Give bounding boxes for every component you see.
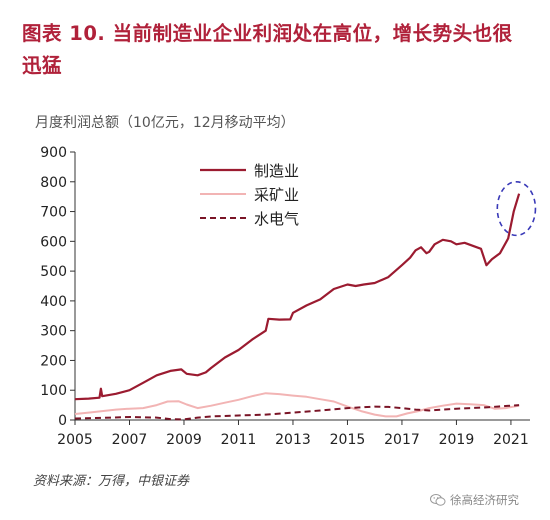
- y-tick-label: 800: [40, 175, 67, 191]
- legend-label-3: 水电气: [254, 210, 299, 228]
- wechat-icon: [430, 494, 446, 506]
- source-note: 资料来源：万得，中银证券: [33, 474, 190, 489]
- x-tick-label: 2017: [384, 432, 420, 448]
- highlight-ellipse: [496, 180, 537, 237]
- watermark: 徐高经济研究: [430, 492, 519, 508]
- x-tick-label: 2015: [330, 432, 366, 448]
- chart-subtitle: 月度利润总额（10亿元，12月移动平均）: [35, 115, 295, 131]
- y-tick-label: 200: [40, 353, 67, 369]
- y-tick-label: 500: [40, 264, 67, 280]
- y-tick-label: 400: [40, 294, 67, 310]
- x-tick-label: 2013: [275, 432, 311, 448]
- legend-label-2: 采矿业: [254, 186, 299, 204]
- figure-title-text: 当前制造业企业利润处在高位，增长势头也很迅猛: [22, 22, 513, 77]
- x-tick-label: 2007: [112, 432, 148, 448]
- watermark-text: 徐高经济研究: [450, 493, 519, 507]
- figure-label: 图表 10.: [22, 22, 106, 45]
- y-tick-label: 700: [40, 205, 67, 221]
- x-tick-label: 2009: [166, 432, 202, 448]
- y-tick-label: 900: [40, 145, 67, 161]
- series-line-2: [74, 392, 520, 418]
- y-tick-label: 300: [40, 324, 67, 340]
- figure-title: 图表 10. 当前制造业企业利润处在高位，增长势头也很迅猛: [22, 18, 532, 82]
- x-tick-label: 2005: [57, 432, 93, 448]
- series-line-3: [74, 404, 520, 421]
- x-tick-label: 2011: [221, 432, 257, 448]
- legend-label-1: 制造业: [254, 162, 299, 180]
- x-tick-label: 2019: [439, 432, 475, 448]
- series-line-1: [74, 193, 521, 401]
- y-tick-label: 0: [58, 413, 67, 429]
- y-tick-label: 600: [40, 234, 67, 250]
- x-tick-label: 2021: [493, 432, 529, 448]
- y-tick-label: 100: [40, 383, 67, 399]
